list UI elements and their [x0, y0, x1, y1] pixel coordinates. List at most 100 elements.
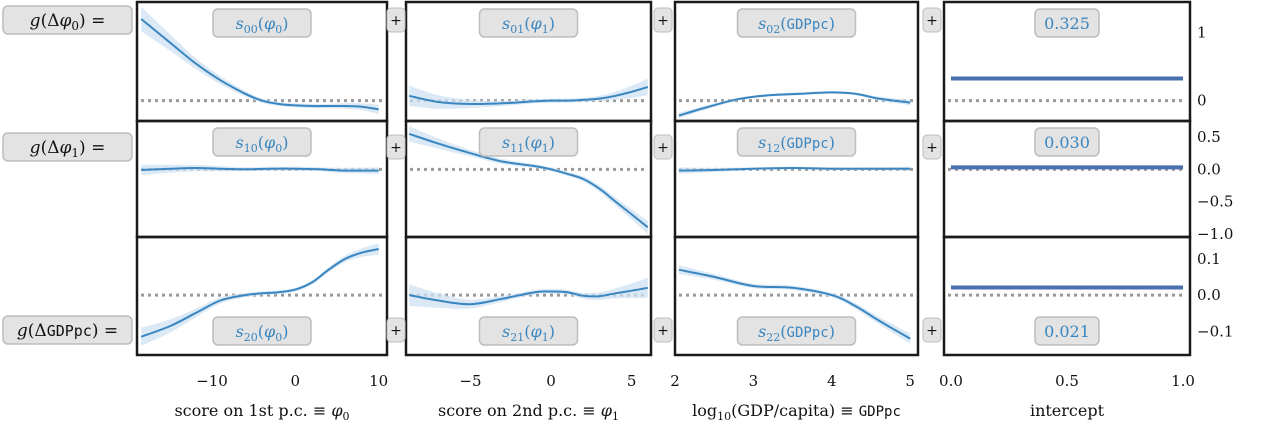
- y-tick-label: −1.0: [1197, 225, 1233, 243]
- component-curve: [140, 18, 379, 111]
- component-curve: [409, 286, 648, 306]
- panel-frame: [673, 235, 920, 357]
- panel-r2-c0: s20(φ0): [135, 235, 389, 357]
- x-tick-label: 0: [291, 372, 301, 390]
- plus-sign: +: [386, 134, 406, 160]
- plus-sign: +: [922, 317, 942, 343]
- component-label: s00(φ0): [212, 8, 312, 38]
- equation-label-row-1: g(Δφ1) =: [2, 132, 133, 162]
- component-curve: [408, 86, 649, 106]
- panel-r0-c0: s00(φ0): [135, 0, 389, 123]
- panel-r2-c3: 0.021: [942, 235, 1192, 357]
- panel-frame: [135, 235, 389, 357]
- svg-text:g(Δφ0) =: g(Δφ0) =: [30, 11, 106, 33]
- svg-text:s10(φ0): s10(φ0): [236, 133, 289, 155]
- svg-text:+: +: [657, 13, 669, 29]
- y-tick-label: −0.1: [1197, 322, 1233, 340]
- svg-text:s12(GDPpc): s12(GDPpc): [758, 133, 835, 155]
- component-curve: [678, 268, 911, 340]
- svg-text:+: +: [926, 140, 938, 156]
- confidence-band: [141, 243, 379, 346]
- svg-text:+: +: [390, 13, 402, 29]
- y-tick-label: 0.1: [1197, 250, 1221, 268]
- equation-label-row-2: g(ΔGDPpc) =: [2, 315, 133, 345]
- component-label: s21(φ1): [478, 316, 579, 346]
- x-tick-label: 0.5: [1055, 372, 1079, 390]
- plus-sign: +: [386, 317, 406, 343]
- confidence-band: [141, 6, 379, 115]
- x-tick-label: 4: [827, 372, 837, 390]
- component-label: s10(φ0): [212, 127, 312, 157]
- svg-text:0.021: 0.021: [1044, 322, 1090, 341]
- x-tick-label: 10: [369, 372, 388, 390]
- panel-r0-c2: s02(GDPpc): [673, 0, 920, 123]
- x-tick-label: 2: [670, 372, 680, 390]
- panel-frame: [404, 235, 653, 357]
- svg-text:+: +: [390, 140, 402, 156]
- component-label: s20(φ0): [212, 316, 312, 346]
- component-curve: [678, 166, 911, 172]
- svg-text:+: +: [926, 323, 938, 339]
- x-tick-label: 5: [905, 372, 915, 390]
- plus-sign: +: [653, 134, 673, 160]
- x-tick-label: 3: [749, 372, 759, 390]
- panel-r2-c2: s22(GDPpc): [673, 235, 920, 357]
- y-tick-label: 0.5: [1197, 128, 1221, 146]
- svg-text:+: +: [657, 140, 669, 156]
- y-tick-label: −0.5: [1197, 193, 1233, 211]
- plus-sign: +: [653, 317, 673, 343]
- component-label: 0.325: [1034, 8, 1100, 38]
- panel-r1-c3: 0.030: [942, 119, 1192, 239]
- panel-r1-c0: s10(φ0): [135, 119, 389, 239]
- confidence-band: [678, 265, 911, 344]
- plus-sign: +: [386, 7, 406, 33]
- x-tick-label: 5: [627, 372, 637, 390]
- svg-text:s01(φ1): s01(φ1): [502, 14, 555, 36]
- svg-text:s20(φ0): s20(φ0): [236, 322, 289, 344]
- svg-text:g(ΔGDPpc) =: g(ΔGDPpc) =: [17, 321, 118, 341]
- x-tick-label: −5: [459, 372, 481, 390]
- x-tick-label: 1.0: [1171, 372, 1195, 390]
- x-axis-label: intercept: [1030, 401, 1105, 420]
- plus-sign: +: [922, 7, 942, 33]
- plus-sign: +: [653, 7, 673, 33]
- panel-r0-c1: s01(φ1): [404, 0, 653, 123]
- x-tick-label: 0.0: [939, 372, 963, 390]
- component-label: s11(φ1): [478, 127, 579, 157]
- component-curve: [141, 166, 379, 172]
- x-tick-label: −10: [196, 372, 228, 390]
- plus-sign: +: [922, 134, 942, 160]
- svg-text:+: +: [926, 13, 938, 29]
- y-tick-label: 0.0: [1197, 160, 1221, 178]
- y-tick-label: 0: [1197, 92, 1207, 110]
- panel-r1-c1: s11(φ1): [404, 119, 653, 239]
- panel-r1-c2: s12(GDPpc): [673, 119, 920, 239]
- component-label: s01(φ1): [478, 8, 579, 38]
- svg-text:+: +: [657, 323, 669, 339]
- panel-frame: [942, 235, 1192, 357]
- svg-text:g(Δφ1) =: g(Δφ1) =: [30, 138, 106, 160]
- x-axis-label: score on 1st p.c. ≡ φ0​: [174, 401, 349, 423]
- panel-r2-c1: s21(φ1): [404, 235, 653, 357]
- svg-text:s21(φ1): s21(φ1): [502, 322, 555, 344]
- component-curve: [408, 132, 649, 229]
- component-label: s02(GDPpc): [736, 8, 857, 38]
- svg-text:s11(φ1): s11(φ1): [502, 133, 555, 155]
- equation-label-row-0: g(Δφ0) =: [2, 5, 133, 35]
- x-axis-label: score on 2nd p.c. ≡ φ1​: [438, 401, 619, 423]
- svg-text:0.325: 0.325: [1044, 14, 1090, 33]
- x-axis-label: log10​(GDP/capita) ≡ GDPpc: [692, 401, 901, 423]
- component-curve: [140, 248, 379, 338]
- svg-text:0.030: 0.030: [1044, 133, 1090, 152]
- component-label: s22(GDPpc): [736, 316, 857, 346]
- svg-text:+: +: [390, 323, 402, 339]
- component-curve: [678, 91, 911, 117]
- svg-text:s00(φ0): s00(φ0): [236, 14, 289, 36]
- svg-text:s02(GDPpc): s02(GDPpc): [758, 14, 835, 36]
- x-tick-label: 0: [546, 372, 556, 390]
- confidence-band: [409, 78, 648, 109]
- panel-r0-c3: 0.325: [942, 0, 1192, 123]
- component-label: s12(GDPpc): [736, 127, 857, 157]
- y-tick-label: 0.0: [1197, 286, 1221, 304]
